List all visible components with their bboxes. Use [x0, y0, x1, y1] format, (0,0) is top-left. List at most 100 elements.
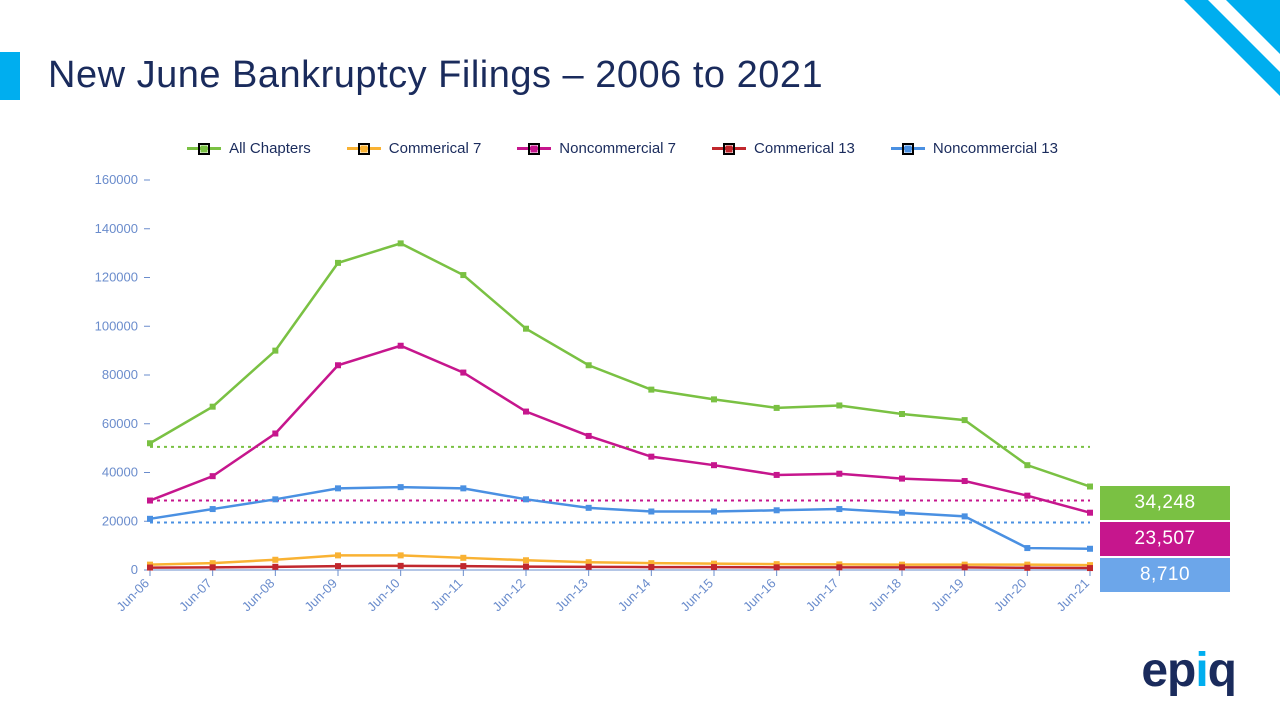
legend-label: Commerical 7 [389, 140, 482, 157]
series-marker [774, 472, 779, 477]
series-marker [837, 565, 842, 570]
y-tick-label: 140000 [95, 221, 138, 236]
accent-bar-left [0, 52, 20, 100]
series-marker [398, 343, 403, 348]
series-marker [336, 363, 341, 368]
series-marker [148, 565, 153, 570]
series-marker [1025, 493, 1030, 498]
series-marker [148, 498, 153, 503]
x-tick-label: Jun-17 [803, 576, 842, 615]
callout-column: 34,24823,5078,710 [1100, 0, 1260, 720]
x-tick-label: Jun-16 [740, 576, 779, 615]
legend-label: All Chapters [229, 140, 311, 157]
series-marker [586, 363, 591, 368]
series-marker [273, 431, 278, 436]
line-chart: 0200004000060000800001000001200001400001… [60, 170, 1095, 640]
series-marker [712, 509, 717, 514]
series-marker [649, 509, 654, 514]
series-marker [962, 479, 967, 484]
series-line [150, 555, 1090, 565]
y-tick-label: 80000 [102, 367, 138, 382]
series-marker [1025, 565, 1030, 570]
series-marker [524, 564, 529, 569]
series-marker [336, 553, 341, 558]
series-marker [774, 508, 779, 513]
x-tick-label: Jun-09 [301, 576, 340, 615]
series-marker [398, 553, 403, 558]
legend-item: Commerical 13 [712, 140, 855, 157]
series-line [150, 346, 1090, 513]
series-marker [774, 565, 779, 570]
series-marker [524, 326, 529, 331]
series-marker [586, 433, 591, 438]
series-marker [1025, 546, 1030, 551]
series-marker [900, 510, 905, 515]
series-marker [1088, 566, 1093, 571]
series-marker [837, 471, 842, 476]
y-tick-label: 60000 [102, 416, 138, 431]
series-marker [273, 557, 278, 562]
x-tick-label: Jun-06 [113, 576, 152, 615]
y-tick-label: 160000 [95, 172, 138, 187]
legend-swatch [712, 147, 746, 150]
series-marker [336, 486, 341, 491]
logo-part-q: q [1208, 644, 1236, 697]
series-marker [649, 454, 654, 459]
x-tick-label: Jun-20 [991, 576, 1030, 615]
series-marker [1088, 510, 1093, 515]
y-tick-label: 20000 [102, 513, 138, 528]
series-marker [210, 474, 215, 479]
series-marker [524, 558, 529, 563]
value-callout: 23,507 [1100, 522, 1230, 556]
y-tick-label: 40000 [102, 465, 138, 480]
series-line [150, 243, 1090, 486]
series-marker [837, 507, 842, 512]
series-marker [900, 476, 905, 481]
x-tick-label: Jun-14 [615, 576, 654, 615]
legend-swatch [517, 147, 551, 150]
legend-label: Noncommercial 7 [559, 140, 676, 157]
y-tick-label: 0 [131, 562, 138, 577]
series-marker [461, 486, 466, 491]
series-marker [524, 409, 529, 414]
series-marker [336, 260, 341, 265]
epiq-logo: epiq [1141, 643, 1236, 698]
series-marker [461, 273, 466, 278]
series-marker [962, 514, 967, 519]
chart-legend: All Chapters Commerical 7 Noncommercial 7 C… [150, 140, 1095, 157]
series-marker [461, 555, 466, 560]
x-tick-label: Jun-21 [1053, 576, 1092, 615]
series-line [150, 487, 1090, 549]
series-marker [273, 564, 278, 569]
chart-container: All Chapters Commerical 7 Noncommercial 7 C… [60, 140, 1095, 640]
series-marker [712, 397, 717, 402]
series-marker [273, 497, 278, 502]
legend-label: Commerical 13 [754, 140, 855, 157]
legend-label: Noncommercial 13 [933, 140, 1058, 157]
series-marker [712, 565, 717, 570]
x-tick-label: Jun-07 [176, 576, 215, 615]
y-tick-label: 120000 [95, 270, 138, 285]
series-marker [398, 485, 403, 490]
series-marker [837, 403, 842, 408]
value-callout: 34,248 [1100, 486, 1230, 520]
series-marker [1088, 546, 1093, 551]
series-marker [210, 565, 215, 570]
series-marker [524, 497, 529, 502]
series-marker [586, 564, 591, 569]
slide: New June Bankruptcy Filings – 2006 to 20… [0, 0, 1280, 720]
series-marker [962, 418, 967, 423]
series-marker [273, 348, 278, 353]
legend-item: All Chapters [187, 140, 311, 157]
series-marker [1025, 463, 1030, 468]
series-marker [586, 505, 591, 510]
series-marker [148, 516, 153, 521]
series-marker [900, 565, 905, 570]
series-marker [1088, 484, 1093, 489]
legend-swatch [891, 147, 925, 150]
legend-item: Noncommercial 13 [891, 140, 1058, 157]
series-marker [461, 370, 466, 375]
legend-swatch [347, 147, 381, 150]
series-marker [712, 463, 717, 468]
x-tick-label: Jun-13 [552, 576, 591, 615]
